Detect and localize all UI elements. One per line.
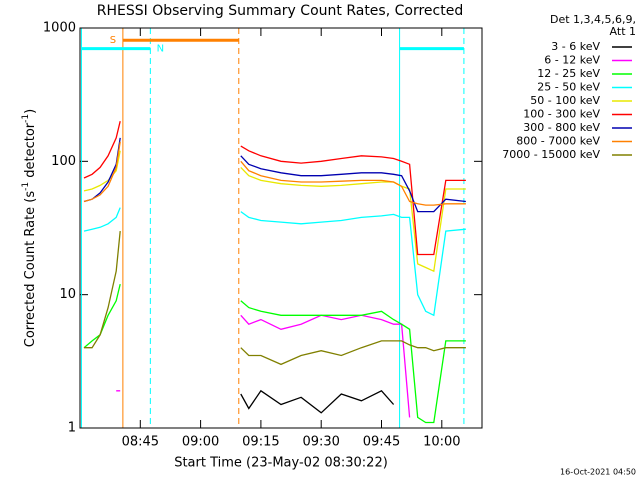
x-tick-label: 10:00 — [423, 435, 460, 450]
legend-title: Det 1,3,4,5,6,9, — [550, 13, 636, 26]
legend-label: 6 - 12 keV — [544, 54, 600, 67]
series-line — [83, 121, 466, 256]
legend-title: Att 1 — [610, 25, 636, 38]
x-tick-label: 09:00 — [182, 435, 219, 450]
x-tick-label: 08:45 — [122, 435, 159, 450]
x-tick-label: 09:30 — [302, 435, 339, 450]
y-axis-label-part: ) — [23, 109, 38, 114]
y-tick-label: 100 — [51, 154, 76, 169]
x-tick-label: 09:15 — [242, 435, 279, 450]
x-tick-label: 09:45 — [363, 435, 400, 450]
series-line — [84, 231, 466, 366]
status-label: S — [110, 35, 116, 46]
chart-title: RHESSI Observing Summary Count Rates, Co… — [97, 3, 463, 19]
legend-label: 100 - 300 keV — [523, 108, 600, 121]
legend-label: 7000 - 15000 keV — [502, 148, 600, 161]
y-axis-label-part: -1 — [21, 182, 31, 191]
legend-label: 3 - 6 keV — [551, 40, 600, 53]
series-line — [83, 207, 466, 317]
legend-label: 12 - 25 keV — [537, 67, 600, 80]
y-tick-label: 10 — [59, 287, 76, 302]
series-line — [83, 141, 466, 206]
series-line — [240, 389, 395, 414]
x-axis-label: Start Time (23-May-02 08:30:22) — [174, 456, 388, 471]
legend-label: 25 - 50 keV — [537, 81, 600, 94]
legend-label: 50 - 100 keV — [530, 94, 600, 107]
status-label: N — [157, 44, 164, 55]
y-tick-label: 1 — [68, 421, 76, 436]
y-axis-label-part: Corrected Count Rate (s — [23, 191, 38, 348]
plot-frame — [79, 27, 483, 429]
series-line — [83, 150, 466, 273]
y-axis-label-part: -1 — [21, 114, 31, 123]
legend-label: 800 - 7000 keV — [516, 135, 600, 148]
footer: 16-Oct-2021 04:50 — [560, 468, 636, 477]
y-axis-label-part: detector — [23, 122, 38, 182]
series-line — [83, 283, 466, 424]
legend-label: 300 - 800 keV — [523, 121, 600, 134]
series-line — [116, 314, 411, 418]
y-tick-label: 1000 — [43, 21, 76, 36]
y-axis-label: Corrected Count Rate (s-1 detector-1) — [21, 109, 38, 347]
